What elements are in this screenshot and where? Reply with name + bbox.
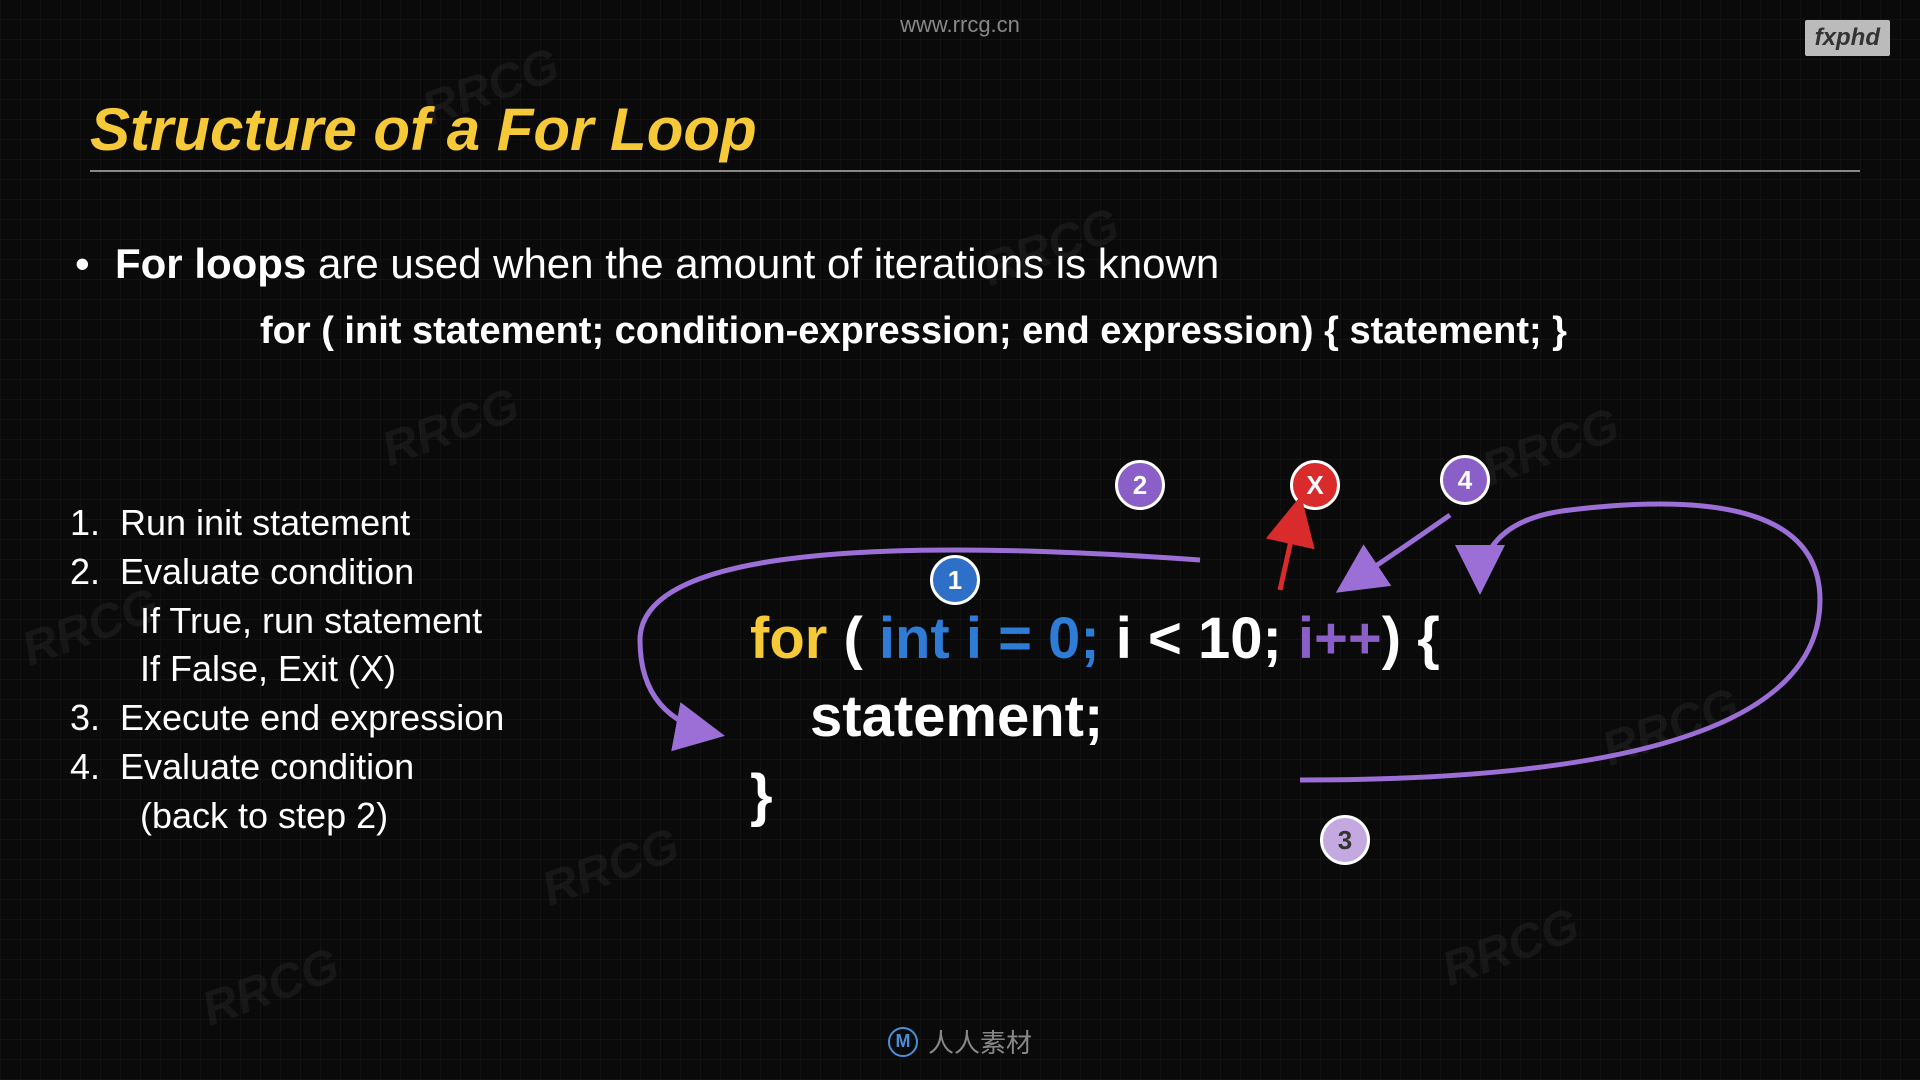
- code-end: i++: [1282, 606, 1382, 671]
- header-url: www.rrcg.cn: [900, 12, 1020, 38]
- footer-icon: M: [888, 1027, 918, 1057]
- code-open: (: [827, 606, 879, 671]
- code-cond: i < 10;: [1100, 606, 1282, 671]
- watermark: RRCG: [1475, 397, 1627, 497]
- step-4: Evaluate condition: [120, 746, 414, 787]
- logo-badge: fxphd: [1805, 20, 1890, 56]
- watermark: RRCG: [1435, 897, 1587, 997]
- step-circle-3: 3: [1320, 815, 1370, 865]
- syntax-line: for ( init statement; condition-expressi…: [260, 310, 1567, 353]
- watermark: RRCG: [195, 937, 347, 1037]
- step-3: Execute end expression: [120, 697, 504, 738]
- step-circle-x: X: [1290, 460, 1340, 510]
- footer: M 人人素材: [888, 1023, 1032, 1060]
- code-close: ) {: [1382, 606, 1440, 671]
- step-2b: If False, Exit (X): [140, 648, 396, 689]
- bullet-bold: For loops: [115, 240, 306, 287]
- code-example: for ( int i = 0; i < 10; i++) { statemen…: [750, 600, 1440, 835]
- step-circle-2: 2: [1115, 460, 1165, 510]
- slide-title: Structure of a For Loop: [90, 95, 757, 164]
- code-init: int i = 0;: [879, 606, 1100, 671]
- steps-list: 1.Run init statement 2.Evaluate conditio…: [70, 500, 504, 842]
- step-4a: (back to step 2): [140, 795, 388, 836]
- main-bullet: For loops are used when the amount of it…: [115, 240, 1219, 288]
- code-statement: statement;: [750, 678, 1440, 756]
- title-underline: [90, 170, 1860, 172]
- bullet-rest: are used when the amount of iterations i…: [306, 240, 1219, 287]
- watermark: RRCG: [375, 377, 527, 477]
- watermark: RRCG: [1595, 677, 1747, 777]
- watermark: RRCG: [535, 817, 687, 917]
- step-circle-4: 4: [1440, 455, 1490, 505]
- step-1: Run init statement: [120, 502, 410, 543]
- step-2a: If True, run statement: [140, 600, 482, 641]
- footer-text: 人人素材: [928, 1023, 1032, 1060]
- code-for: for: [750, 606, 827, 671]
- step-2: Evaluate condition: [120, 551, 414, 592]
- step-circle-1: 1: [930, 555, 980, 605]
